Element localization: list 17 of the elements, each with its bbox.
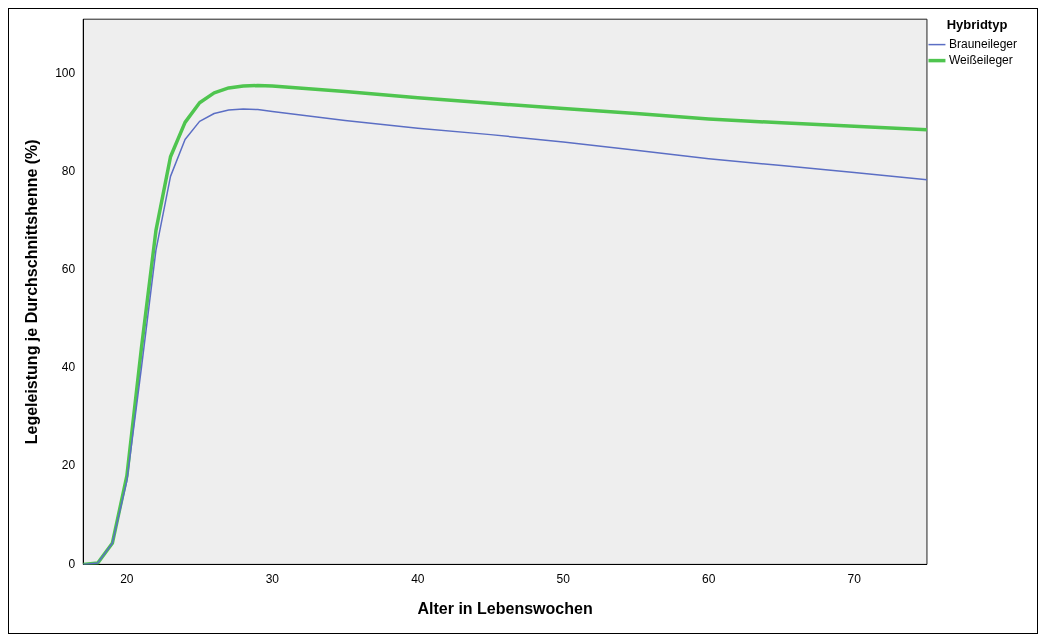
x-tick-label: 40 (411, 571, 425, 586)
legend-label: Brauneileger (948, 36, 1017, 51)
x-tick-label: 30 (265, 571, 280, 586)
legend-label: Weißeileger (948, 52, 1013, 67)
x-tick-label: 70 (847, 571, 862, 586)
y-tick-label: 60 (61, 262, 76, 277)
y-tick-label: 100 (55, 65, 76, 80)
x-axis-title: Alter in Lebenswochen (417, 599, 593, 617)
x-tick-label: 60 (702, 571, 716, 586)
x-tick-label: 20 (120, 571, 134, 586)
legend-title: Hybridtyp (946, 17, 1008, 33)
y-tick-label: 80 (61, 163, 76, 178)
x-tick-label: 50 (556, 571, 571, 586)
y-tick-label: 40 (61, 360, 76, 375)
y-tick-label: 0 (68, 556, 76, 571)
y-axis-title: Legeleistung je Durchschnittshenne (%) (23, 139, 41, 445)
y-tick-label: 20 (61, 458, 76, 473)
